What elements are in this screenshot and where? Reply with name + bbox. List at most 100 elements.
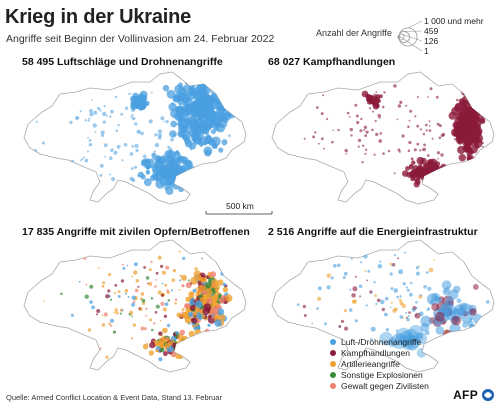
- map-dot: [372, 103, 380, 110]
- map-dot: [188, 76, 198, 86]
- map-dot: [170, 289, 174, 292]
- map-dot: [112, 330, 117, 334]
- map-dot: [76, 116, 79, 119]
- map-dot: [197, 94, 205, 102]
- map-dot: [148, 281, 153, 286]
- map-dot: [451, 315, 462, 326]
- map-dot: [171, 278, 176, 283]
- map-dot: [222, 286, 229, 293]
- map-dot: [144, 158, 154, 169]
- map-dot: [391, 333, 408, 349]
- map-dot: [165, 119, 169, 124]
- map-dot: [181, 274, 187, 281]
- map-dot: [114, 95, 118, 99]
- map-dot: [113, 150, 118, 155]
- map-dot: [436, 151, 440, 155]
- map-dot: [129, 176, 134, 181]
- map-dot: [189, 300, 195, 306]
- map-dot: [351, 293, 356, 298]
- map-dot: [140, 174, 146, 180]
- map-dot: [184, 160, 192, 168]
- map-dot: [109, 173, 112, 176]
- map-dot: [149, 175, 156, 182]
- map-dot: [91, 305, 95, 310]
- map-dot: [321, 137, 324, 141]
- map-dot: [473, 97, 482, 106]
- map-dot: [402, 170, 409, 177]
- map-dot: [162, 84, 170, 92]
- map-dot: [222, 283, 227, 287]
- map-dot: [189, 125, 196, 132]
- map-dot: [318, 142, 320, 145]
- map-dot: [135, 148, 139, 153]
- map-dot: [161, 270, 167, 275]
- map-dot: [397, 104, 402, 108]
- map-dot: [320, 112, 324, 116]
- map-dot: [391, 264, 394, 267]
- map-dot: [187, 279, 190, 282]
- map-dot: [87, 119, 90, 122]
- map-dot: [224, 100, 234, 110]
- map-dot: [129, 310, 134, 315]
- map-dot: [411, 160, 416, 165]
- map-dot: [208, 314, 212, 319]
- source-note: Quelle: Armed Conflict Location & Event …: [6, 393, 222, 402]
- map-dot: [75, 334, 79, 338]
- map-dot: [415, 266, 420, 270]
- map-dot: [399, 100, 403, 104]
- map-dot: [373, 153, 376, 156]
- map-dot: [175, 331, 179, 335]
- map-dot: [435, 326, 445, 335]
- map-dot: [134, 96, 139, 102]
- map-dot: [370, 292, 373, 294]
- map-dot: [189, 305, 196, 311]
- map-dot: [225, 270, 229, 274]
- map-dot: [423, 143, 426, 147]
- map-dot: [410, 174, 416, 179]
- map-dot: [53, 264, 57, 268]
- map-dot: [166, 289, 170, 292]
- map-dot: [142, 343, 149, 350]
- map-dot: [108, 322, 111, 326]
- map-dot: [397, 257, 400, 260]
- map-dot: [182, 172, 193, 183]
- map-dot: [222, 93, 227, 98]
- map-dot: [160, 293, 164, 297]
- map-dot: [143, 327, 147, 331]
- map-dot: [186, 105, 197, 115]
- map-dot: [156, 156, 161, 161]
- map-dot: [140, 326, 145, 331]
- map-dot: [148, 268, 152, 272]
- map-dot: [176, 312, 182, 318]
- map-dot: [85, 283, 88, 286]
- map-dot: [408, 325, 424, 340]
- map-dot: [117, 295, 121, 298]
- map-dot: [337, 128, 340, 132]
- map-dot: [197, 281, 202, 285]
- map-dot: [183, 185, 189, 190]
- map-dot: [366, 279, 369, 282]
- map-dot: [420, 157, 427, 165]
- map-dot: [139, 90, 148, 99]
- map-dot: [284, 342, 287, 345]
- map-dot: [174, 298, 178, 302]
- map-dot: [158, 166, 168, 176]
- map-dot: [384, 296, 389, 301]
- map-dot: [469, 89, 477, 97]
- map-dot: [317, 286, 322, 291]
- map-dot: [80, 168, 85, 173]
- map-dot: [179, 279, 182, 282]
- map-dot: [348, 116, 351, 118]
- legend-label: Artillerieangriffe: [341, 359, 400, 369]
- map-dot: [311, 322, 314, 325]
- map-dot: [413, 148, 417, 152]
- map-dot: [214, 319, 222, 327]
- map-dot: [436, 122, 440, 126]
- panel-3-dots: [31, 246, 238, 362]
- map-dot: [349, 288, 352, 291]
- map-dot: [470, 98, 475, 104]
- map-dot: [370, 95, 374, 99]
- map-dot: [429, 87, 433, 91]
- map-dot: [86, 251, 90, 255]
- map-dot: [162, 327, 168, 334]
